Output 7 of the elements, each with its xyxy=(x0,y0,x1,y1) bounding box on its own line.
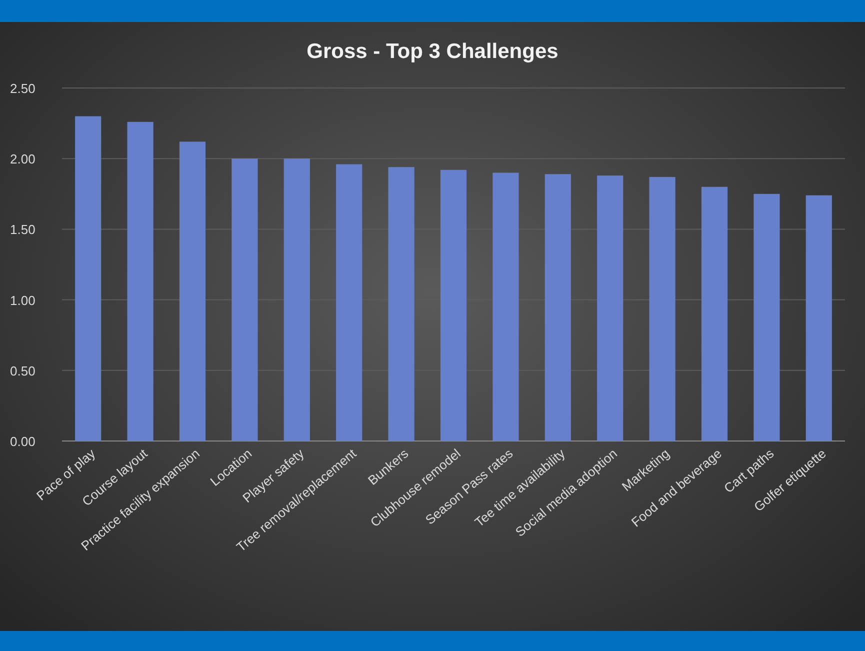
chart-title: Gross - Top 3 Challenges xyxy=(306,40,558,63)
y-tick-label: 2.50 xyxy=(10,81,36,96)
y-tick-label: 0.50 xyxy=(10,363,36,378)
y-tick-label: 0.00 xyxy=(10,434,36,449)
y-tick-label: 1.00 xyxy=(10,292,36,308)
y-tick-label: 1.50 xyxy=(10,222,36,238)
y-tick-label: 2.00 xyxy=(10,152,36,167)
